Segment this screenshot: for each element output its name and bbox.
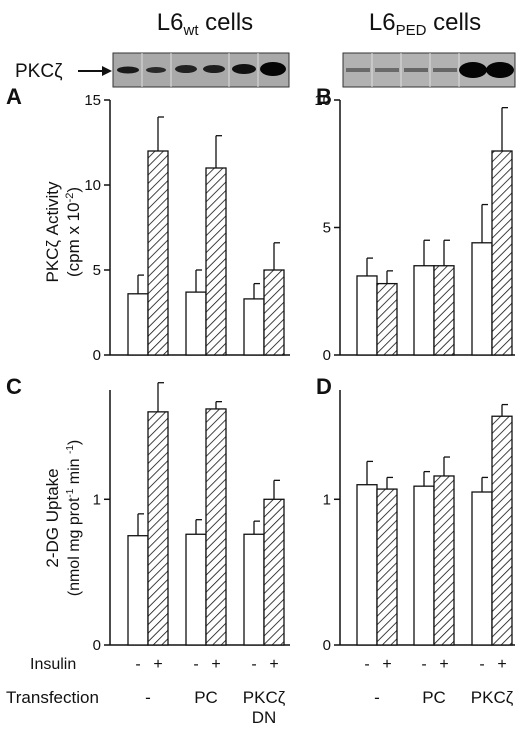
panel-c-bar-g1-s1 (205, 408, 227, 646)
panel-d-bar-g1-s1 (433, 475, 455, 646)
insulin-sign-left-0: - (135, 656, 140, 673)
insulin-sign-right-5: + (497, 656, 506, 673)
transfection-group-left-1: PC (194, 688, 218, 707)
panel-c-bar-g2-s0 (243, 533, 265, 646)
activity-ylabel-line2: (cpm x 10-2) (64, 187, 83, 277)
panel-b-chart: 0 5 10 (314, 92, 515, 364)
transfection-groups-left: - PC PKCζ DN (145, 688, 286, 727)
panel-a-bar-g0-s1 (147, 150, 169, 356)
panel-b-bar-g2-s1 (491, 150, 513, 356)
blot-label: PKCζ (15, 61, 63, 82)
panel-a-ytick-label-1: 5 (93, 262, 101, 279)
transfection-groups-right: - PC PKCζ (374, 688, 514, 707)
panel-d-bar-g0-s0 (356, 484, 378, 646)
panel-a-bar-g1-s1 (205, 167, 227, 356)
panel-c-bar-g2-s1 (263, 498, 285, 646)
right-column-title: L6PED cells (369, 9, 481, 39)
insulin-signs-right: - + - + - + (364, 656, 506, 673)
panel-a-bar-g2-s0 (243, 298, 265, 356)
panel-c-chart: 01 (93, 382, 290, 654)
panel-a-ytick-label-2: 10 (84, 177, 101, 194)
panel-letter-d: D (316, 374, 332, 399)
transfection-group-right-1: PC (422, 688, 446, 707)
panel-c-ytick-label-0: 0 (93, 637, 101, 654)
insulin-sign-right-4: - (479, 656, 484, 673)
panel-letter-a: A (6, 84, 22, 109)
panel-d-bar-g1-s0 (413, 485, 435, 646)
panel-a-ytick-label-0: 0 (93, 347, 101, 364)
panel-a-ytick-label-3: 15 (84, 92, 101, 109)
insulin-signs-left: - + - + - + (135, 656, 278, 673)
panel-b-ytick-label-0: 0 (323, 347, 331, 364)
transfection-group-right-2: PKCζ (471, 688, 514, 707)
panel-a-bar-g1-s0 (185, 291, 207, 356)
panel-b-bar-g2-s0 (471, 242, 493, 356)
panel-a-bar-g0-s0 (127, 293, 149, 356)
panel-d-bar-g2-s0 (471, 491, 493, 646)
insulin-sign-left-1: + (153, 656, 162, 673)
panel-a-bar-g2-s1 (263, 269, 285, 356)
insulin-sign-right-2: - (421, 656, 426, 673)
uptake-ylabel-line2: (nmol mg prot-1 min -1) (65, 440, 83, 597)
panel-c-bar-g0-s0 (127, 535, 149, 646)
western-blot-left (112, 52, 290, 88)
insulin-sign-left-4: - (251, 656, 256, 673)
panel-b-ytick-label-1: 5 (323, 220, 331, 237)
left-column-title: L6wt cells (157, 9, 253, 39)
panel-c-bar-g0-s1 (147, 411, 169, 646)
activity-ylabel-line1: PKCζ Activity (43, 181, 62, 283)
panel-a-chart: 0 5 10 15 (84, 92, 290, 364)
panel-b-ytick-label-2: 10 (314, 92, 331, 109)
panel-letter-c: C (6, 374, 22, 399)
insulin-sign-right-1: + (382, 656, 391, 673)
uptake-ylabel-line1: 2-DG Uptake (43, 468, 62, 567)
panel-d-bar-g2-s1 (491, 415, 513, 646)
panel-b-bar-g0-s0 (356, 275, 378, 356)
transfection-group-left-2: PKCζ DN (243, 688, 286, 727)
panel-b-bar-g1-s0 (413, 265, 435, 356)
panel-d-ytick-label-0: 0 (323, 637, 331, 654)
panel-d-chart: 01 (323, 390, 515, 654)
panel-d-ytick-label-1: 1 (323, 491, 331, 508)
insulin-label: Insulin (30, 656, 76, 673)
insulin-sign-left-2: - (193, 656, 198, 673)
panel-b-bar-g1-s1 (433, 265, 455, 356)
insulin-sign-left-3: + (211, 656, 220, 673)
blot-arrow (78, 66, 112, 76)
insulin-sign-right-0: - (364, 656, 369, 673)
insulin-sign-left-5: + (269, 656, 278, 673)
western-blot-right (342, 52, 516, 88)
transfection-group-left-0: - (145, 688, 151, 707)
panel-c-ytick-label-1: 1 (93, 491, 101, 508)
panel-letter-b: B (316, 84, 332, 109)
panel-d-bar-g0-s1 (376, 488, 398, 646)
transfection-group-right-0: - (374, 688, 380, 707)
insulin-sign-right-3: + (439, 656, 448, 673)
panel-b-bar-g0-s1 (376, 282, 398, 356)
panel-c-bar-g1-s0 (185, 533, 207, 646)
transfection-label: Transfection (6, 688, 99, 707)
